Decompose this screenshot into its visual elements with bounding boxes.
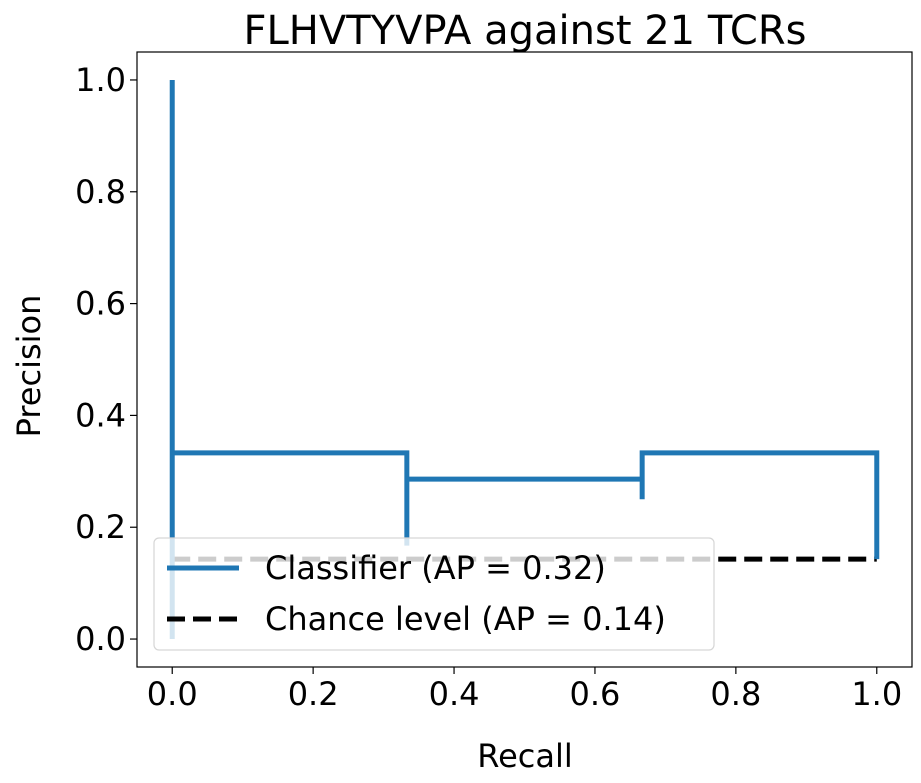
x-axis-label: Recall	[477, 737, 572, 775]
y-tick-label: 0.8	[75, 173, 126, 211]
y-tick-label: 0.0	[75, 620, 126, 658]
x-tick-label: 1.0	[851, 675, 902, 713]
classifier-pr-line	[169, 79, 880, 640]
x-tick-label: 0.0	[147, 675, 198, 713]
axes-frame	[136, 51, 913, 668]
y-tick-label: 0.6	[75, 285, 126, 323]
y-tick-label: 0.4	[75, 396, 126, 434]
legend-classifier-label: Classifier (AP = 0.32)	[265, 549, 606, 587]
axes-layer: 0.0 0.2 0.4 0.6 0.8 1.0 0.0 0.2 0.4 0.6 0.8 1.0	[75, 51, 913, 713]
y-tick-label: 1.0	[75, 61, 126, 99]
x-tick-label: 0.4	[429, 675, 480, 713]
legend: Classifier (AP = 0.32) Chance level (AP =…	[153, 537, 715, 651]
chart-title: FLHVTYVPA against 21 TCRs	[244, 8, 807, 54]
y-axis-label: Precision	[10, 295, 48, 438]
y-tick-label: 0.2	[75, 508, 126, 546]
legend-box	[153, 537, 715, 651]
x-tick-label: 0.8	[710, 675, 761, 713]
legend-chance-label: Chance level (AP = 0.14)	[265, 600, 666, 638]
x-tick-label: 0.6	[570, 675, 621, 713]
x-tick-label: 0.2	[288, 675, 339, 713]
